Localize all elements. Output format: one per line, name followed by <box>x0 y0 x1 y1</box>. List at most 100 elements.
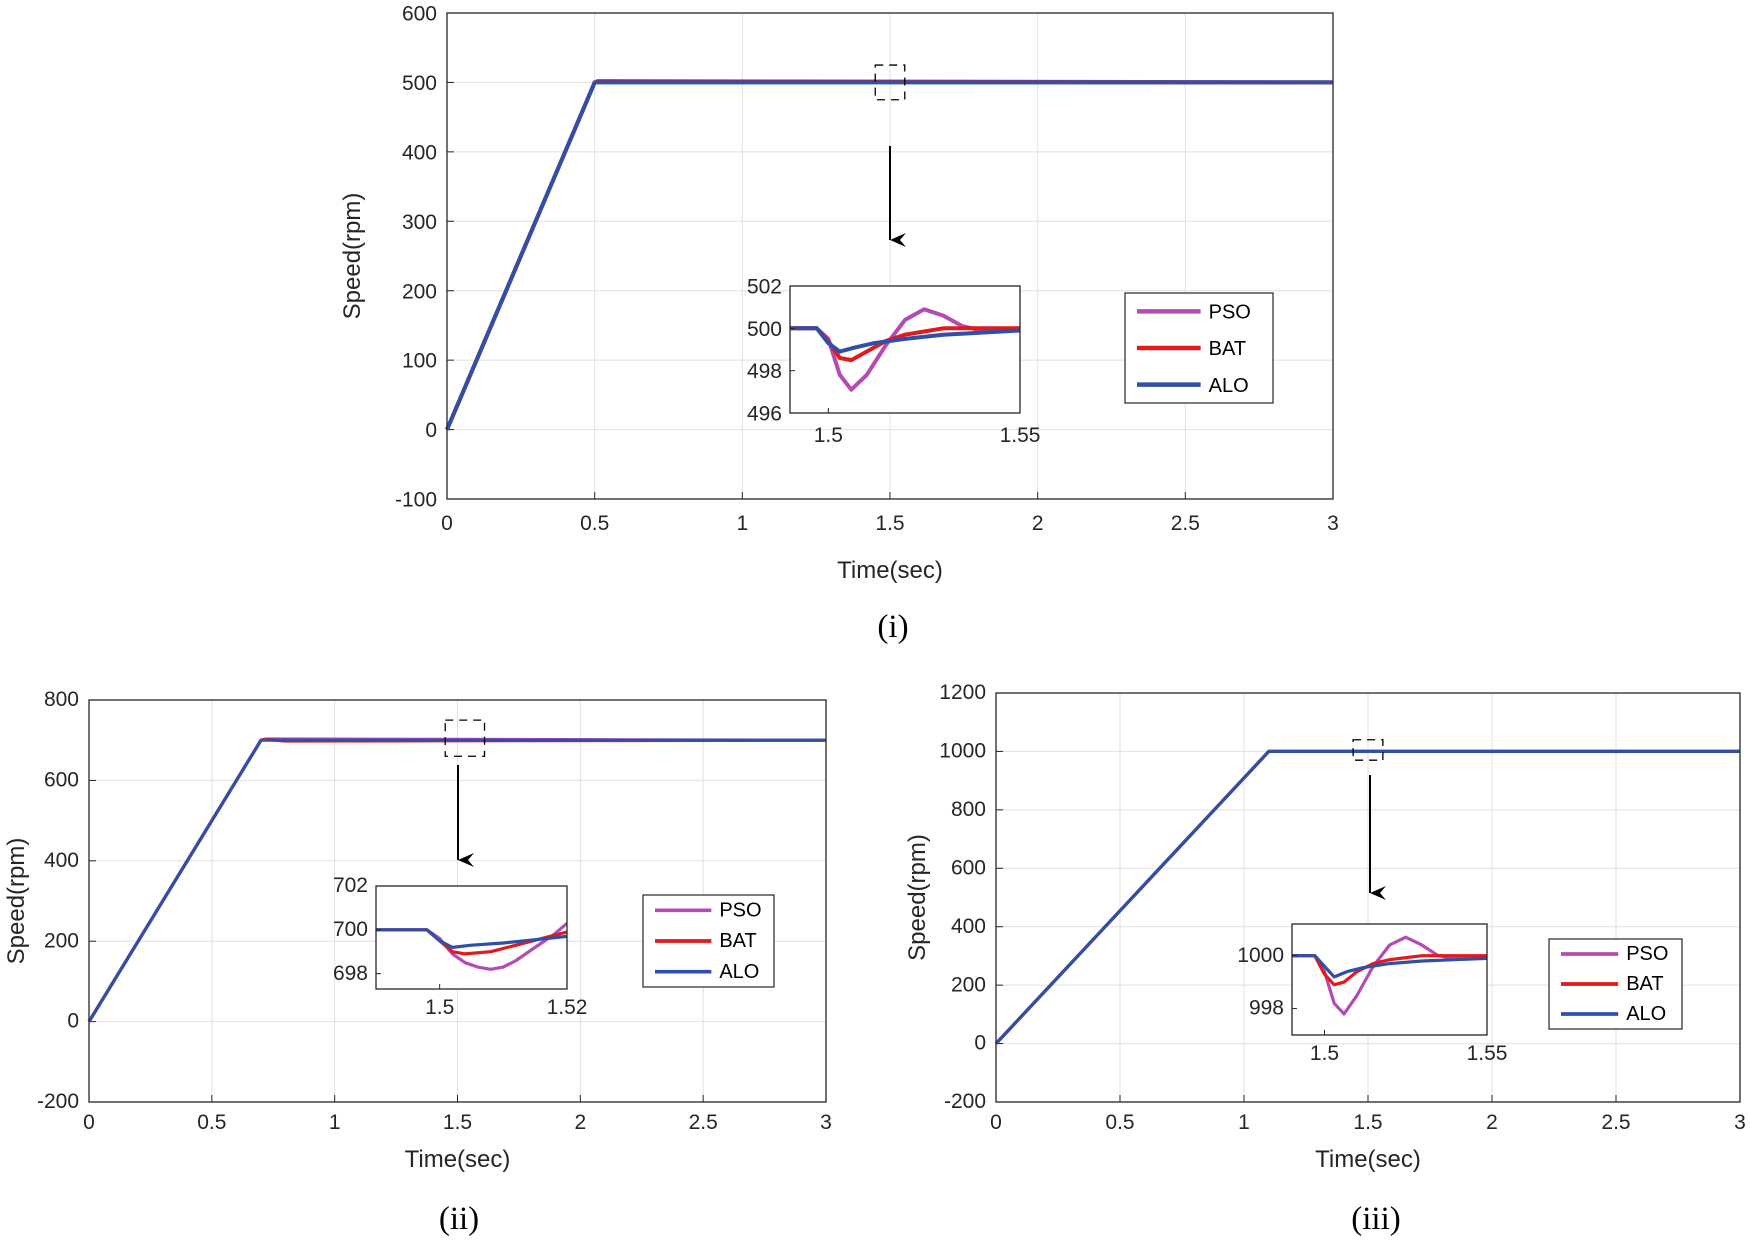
y-axis-label: Speed(rpm) <box>339 193 366 320</box>
x-tick-label: 0 <box>83 1111 95 1134</box>
series-line-alo <box>994 749 1740 1045</box>
y-tick-label: 0 <box>425 419 437 442</box>
zoom-region-box <box>874 64 906 101</box>
y-tick-label: 200 <box>402 280 437 303</box>
x-tick-label: 3 <box>1734 1111 1746 1134</box>
inset-y-tick-label: 498 <box>747 360 782 383</box>
legend-label-bat: BAT <box>1626 973 1663 995</box>
y-tick-label: 100 <box>402 350 437 373</box>
zoom-region-box <box>1352 739 1384 761</box>
inset-frame <box>1291 923 1488 1036</box>
legend-label-alo: ALO <box>719 961 759 983</box>
x-tick-label: 0 <box>990 1111 1002 1134</box>
inset-area <box>1292 924 1487 1035</box>
y-axis-label: Speed(rpm) <box>904 834 931 961</box>
x-tick-label: 3 <box>1327 512 1339 535</box>
inset-x-tick-label: 1.52 <box>547 996 588 1019</box>
inset-plot: 1.5 1.55 998 1000 <box>1237 923 1508 1065</box>
x-tick-label: 2 <box>1032 512 1044 535</box>
x-tick-label: 2.5 <box>689 1111 718 1134</box>
inset-x-tick-label: 1.55 <box>1000 424 1041 447</box>
inset-y-tick-label: 496 <box>747 403 782 426</box>
inset-series-line-alo <box>376 928 567 950</box>
x-tick-label: 2 <box>574 1111 586 1134</box>
y-tick-label: -100 <box>395 489 437 512</box>
x-tick-label: 1.5 <box>1353 1111 1382 1134</box>
inset-plot: 1.5 1.55 496 498 500 502 <box>747 276 1040 447</box>
y-tick-label: 1200 <box>939 681 986 704</box>
inset-y-tick-label: 698 <box>333 962 368 985</box>
y-tick-label: 0 <box>67 1010 79 1033</box>
inset-series-line-alo <box>1292 954 1487 979</box>
inset-series-group <box>1292 935 1487 1016</box>
y-tick-label: 1000 <box>939 740 986 763</box>
y-tick-label: 800 <box>44 688 79 711</box>
inset-frame <box>375 885 568 990</box>
x-tick-label: 0.5 <box>1105 1111 1134 1134</box>
x-axis-label: Time(sec) <box>837 557 943 584</box>
y-tick-label: 600 <box>951 856 986 879</box>
legend-label-pso: PSO <box>1209 302 1251 324</box>
y-tick-label: 500 <box>402 72 437 95</box>
y-tick-label: 200 <box>951 973 986 996</box>
y-tick-label: 600 <box>402 3 437 26</box>
legend-label-bat: BAT <box>719 930 756 952</box>
inset-series-line-bat <box>1292 954 1487 987</box>
inset-y-tick-label: 502 <box>747 276 782 299</box>
inset-y-tick-label: 998 <box>1249 997 1284 1020</box>
chart-i: 0 0.5 1 1.5 2 2.5 3-1000100200300400500600Time… <box>339 3 1339 645</box>
figure-caption: (iii) <box>1351 1201 1400 1237</box>
legend-label-pso: PSO <box>1626 943 1668 965</box>
inset-series-group <box>790 307 1020 392</box>
legend-label-alo: ALO <box>1209 375 1249 397</box>
x-tick-label: 1 <box>1238 1111 1250 1134</box>
chart-ii: 0 0.5 1 1.5 2 2.5 3-2000200400600800Time(sec)S… <box>3 688 832 1237</box>
x-tick-label: 0.5 <box>197 1111 226 1134</box>
y-tick-label: 0 <box>974 1032 986 1055</box>
y-axis-label: Speed(rpm) <box>3 838 30 965</box>
x-tick-label: 2.5 <box>1601 1111 1630 1134</box>
y-tick-label: -200 <box>944 1090 986 1113</box>
y-tick-label: 200 <box>44 929 79 952</box>
x-tick-label: 0.5 <box>580 512 609 535</box>
y-tick-label: 400 <box>951 915 986 938</box>
inset-x-tick-label: 1.5 <box>1310 1042 1339 1065</box>
x-tick-label: 1.5 <box>443 1111 472 1134</box>
inset-y-tick-label: 702 <box>333 874 368 897</box>
y-tick-label: 800 <box>951 798 986 821</box>
inset-series-line-alo <box>790 326 1020 354</box>
figure-caption: (ii) <box>439 1201 479 1237</box>
legend-label-pso: PSO <box>719 899 761 921</box>
legend: PSO BAT ALO <box>642 894 775 988</box>
inset-x-tick-label: 1.55 <box>1467 1042 1508 1065</box>
x-tick-label: 0 <box>441 512 453 535</box>
axes-frame <box>995 692 1741 1103</box>
inset-x-tick-label: 1.5 <box>814 424 843 447</box>
axes-frame <box>446 12 1334 500</box>
x-tick-label: 1 <box>329 1111 341 1134</box>
inset-frame <box>789 285 1021 414</box>
legend-label-alo: ALO <box>1626 1003 1666 1025</box>
zoom-region-box <box>444 719 486 757</box>
series-line-alo <box>445 80 1333 431</box>
legend-label-bat: BAT <box>1209 338 1246 360</box>
y-tick-label: 600 <box>44 769 79 792</box>
x-axis-label: Time(sec) <box>1315 1146 1421 1173</box>
figure-caption: (i) <box>877 609 908 645</box>
y-tick-label: 300 <box>402 211 437 234</box>
inset-y-tick-label: 500 <box>747 318 782 341</box>
inset-area <box>376 886 567 989</box>
x-axis-label: Time(sec) <box>405 1146 511 1173</box>
inset-series-group <box>376 922 567 971</box>
x-tick-label: 2 <box>1486 1111 1498 1134</box>
series-line-alo <box>87 738 826 1023</box>
y-tick-label: -200 <box>37 1090 79 1113</box>
y-tick-label: 400 <box>44 849 79 872</box>
inset-plot: 1.5 1.52 698 700 702 <box>333 874 587 1019</box>
inset-series-line-pso <box>376 922 567 971</box>
y-tick-label: 400 <box>402 141 437 164</box>
inset-area <box>790 286 1020 413</box>
x-tick-label: 3 <box>820 1111 832 1134</box>
inset-y-tick-label: 1000 <box>1237 944 1284 967</box>
